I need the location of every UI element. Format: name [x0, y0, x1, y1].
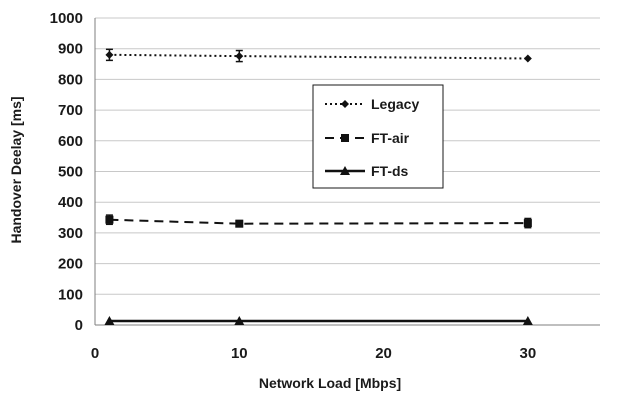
legend-marker: [341, 100, 349, 108]
legend-label: FT-air: [371, 130, 410, 146]
y-tick-label: 100: [58, 286, 83, 303]
legend-item-ft-ds: FT-ds: [325, 163, 409, 179]
x-tick-label: 30: [520, 345, 537, 362]
y-tick-label: 600: [58, 133, 83, 150]
series-layer: [104, 48, 533, 326]
x-axis-label: Network Load [Mbps]: [259, 375, 401, 391]
y-tick-label: 300: [58, 225, 83, 242]
data-point-ft-ds: [104, 316, 115, 326]
legend-marker: [340, 166, 350, 175]
x-tick-label: 10: [231, 345, 248, 362]
y-axis-label: Handover Deelay [ms]: [8, 96, 24, 243]
legend-label: Legacy: [371, 96, 419, 112]
y-tick-label: 900: [58, 41, 83, 58]
legend-label: FT-ds: [371, 163, 409, 179]
series-legacy: [105, 48, 532, 63]
data-point-ft-air: [523, 219, 532, 228]
x-tick-labels: 0 10 20 30: [91, 345, 536, 362]
series-ft-ds: [104, 316, 533, 326]
series-line-legacy: [109, 53, 528, 60]
data-point-ft-air: [105, 215, 114, 224]
y-tick-label: 700: [58, 102, 83, 119]
series-line-ft-air: [109, 218, 528, 225]
data-point-ft-air: [235, 219, 244, 228]
series-ft-air: [105, 214, 532, 229]
data-point-legacy: [523, 54, 532, 63]
x-tick-label: 20: [375, 345, 392, 362]
y-tick-label: 400: [58, 194, 83, 211]
axes: [94, 18, 600, 326]
data-point-ft-ds: [522, 316, 533, 326]
data-point-legacy: [235, 52, 244, 61]
data-point-ft-ds: [234, 316, 245, 326]
legend: Legacy FT-air FT-ds: [312, 84, 444, 189]
data-point-legacy: [105, 50, 114, 59]
x-tick-label: 0: [91, 345, 99, 362]
y-tick-label: 200: [58, 256, 83, 273]
legend-item-ft-air: FT-air: [325, 130, 410, 146]
y-tick-label: 500: [58, 164, 83, 181]
y-tick-label: 800: [58, 71, 83, 88]
legend-marker: [341, 134, 349, 142]
y-tick-label: 1000: [50, 10, 83, 27]
y-tick-label: 0: [75, 317, 83, 334]
legend-item-legacy: Legacy: [325, 96, 419, 112]
y-tick-labels: 0 100 200 300 400 500 600 700 800 900 1000: [50, 10, 83, 334]
